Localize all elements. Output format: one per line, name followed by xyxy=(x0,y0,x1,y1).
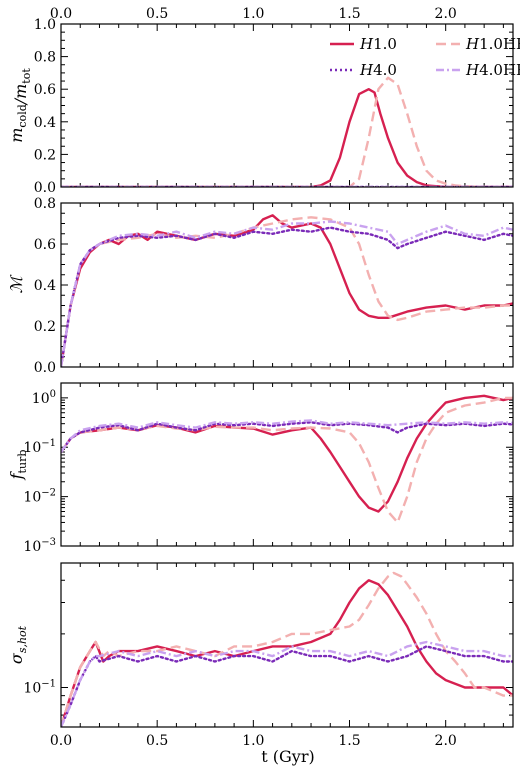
legend-label-H4-0HR: H4.0HR xyxy=(465,61,520,79)
y-tick-label: 1.0 xyxy=(34,17,56,33)
series-line-H1-0HR xyxy=(61,216,513,367)
x-tick-label-top: 0.5 xyxy=(146,6,168,22)
series-line-H4-0 xyxy=(61,421,513,454)
x-tick-label-top: 1.0 xyxy=(242,6,264,22)
panel-frame xyxy=(60,202,514,368)
x-tick-label: 0.5 xyxy=(146,733,168,749)
panels: 0.00.20.40.60.81.00.0 0.5 1.0 1.5 2.0mcold/m… xyxy=(7,6,514,749)
y-axis-label: fturb xyxy=(7,450,29,481)
series-line-H1-0 xyxy=(61,394,513,513)
series-line-H1-0HR xyxy=(61,76,513,187)
series-line-H1-0 xyxy=(61,579,513,727)
panel-frame xyxy=(60,382,514,547)
panel-3: 10−3 10−2 10−1 100 fturb xyxy=(7,382,514,555)
series-line-H4-0 xyxy=(61,645,513,727)
series-group xyxy=(61,571,513,727)
x-tick-label-top: 2.0 xyxy=(435,6,457,22)
series-line-H1-0 xyxy=(61,214,513,367)
series-line-H1-0HR xyxy=(61,396,513,524)
legend-label-H4-0: H4.0 xyxy=(359,61,397,79)
x-tick-label-top: 1.5 xyxy=(338,6,360,22)
series-group xyxy=(61,76,513,187)
legend-label-H1-0: H1.0 xyxy=(359,35,397,53)
y-tick-label: 10−1 xyxy=(23,438,56,456)
panel-4: 10−1 0.0 0.5 1.0 1.5 2.0 σs,hot xyxy=(7,562,514,749)
y-tick-label: 100 xyxy=(32,389,56,407)
y-tick-label: 10−3 xyxy=(23,537,56,555)
series-line-H4-0 xyxy=(61,226,513,367)
series-line-H4-0HR xyxy=(61,220,513,367)
y-tick-label: 0.8 xyxy=(34,196,56,212)
y-axis-label: ℳ xyxy=(7,274,26,294)
y-tick-label: 0.2 xyxy=(34,147,56,163)
series-group xyxy=(61,394,513,524)
series-line-H1-0 xyxy=(61,88,513,187)
x-tick-label: 2.0 xyxy=(435,733,457,749)
y-axis-label: σs,hot xyxy=(7,625,29,664)
y-axis-label: mcold/mtot xyxy=(7,68,33,143)
panel-frame xyxy=(60,23,514,188)
legend: H1.0 H1.0HR H4.0 H4.0HR xyxy=(330,35,520,79)
x-tick-label: 1.5 xyxy=(338,733,360,749)
panel-2: 0.0 0.2 0.4 0.6 0.8 ℳ xyxy=(7,196,514,376)
series-line-H4-0HR xyxy=(61,419,513,453)
x-axis-label: t (Gyr) xyxy=(261,747,314,766)
panel-frame xyxy=(60,562,514,728)
x-tick-label-top: 0.0 xyxy=(50,6,72,22)
y-tick-label: 10−2 xyxy=(23,488,56,506)
x-tick-label: 0.0 xyxy=(50,733,72,749)
y-tick-label: 10−1 xyxy=(23,678,56,696)
series-group xyxy=(61,214,513,367)
y-tick-label: 0.0 xyxy=(34,180,56,196)
y-tick-label: 0.6 xyxy=(34,82,56,98)
panel-1: 0.00.20.40.60.81.00.0 0.5 1.0 1.5 2.0mcold/m… xyxy=(7,6,514,196)
series-line-H4-0HR xyxy=(61,640,513,727)
x-tick-label: 1.0 xyxy=(242,733,264,749)
y-tick-label: 0.4 xyxy=(34,115,56,131)
y-tick-label: 0.2 xyxy=(34,319,56,335)
legend-label-H1-0HR: H1.0HR xyxy=(465,35,520,53)
y-tick-label: 0.6 xyxy=(34,237,56,253)
y-tick-label: 0.4 xyxy=(34,278,56,294)
y-tick-label: 0.0 xyxy=(34,360,56,376)
y-tick-label: 0.8 xyxy=(34,50,56,66)
